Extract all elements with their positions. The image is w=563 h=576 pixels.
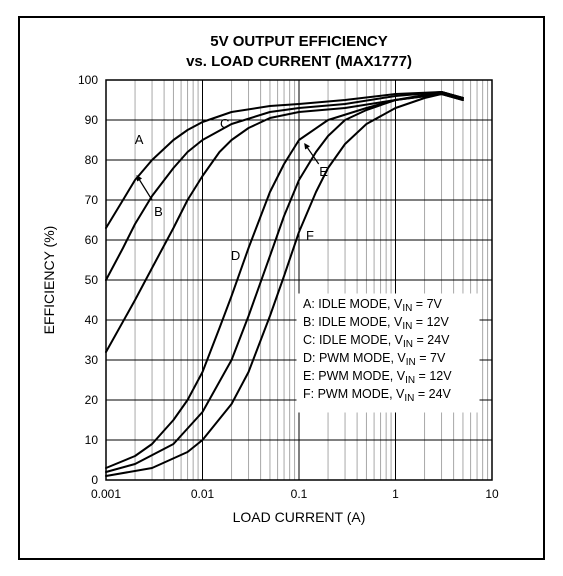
y-tick-label: 80: [85, 153, 99, 167]
series-label-C: C: [220, 116, 229, 131]
y-tick-label: 60: [85, 233, 99, 247]
y-tick-label: 30: [85, 353, 99, 367]
series-arrow-B: [137, 176, 152, 200]
y-tick-label: 20: [85, 393, 99, 407]
chart-title-line2: vs. LOAD CURRENT (MAX1777): [186, 53, 412, 70]
x-tick-label: 0.01: [191, 487, 215, 501]
series-label-B: B: [154, 204, 163, 219]
x-tick-label: 10: [485, 487, 499, 501]
y-tick-label: 0: [91, 473, 98, 487]
y-tick-label: 70: [85, 193, 99, 207]
series-label-E: E: [319, 164, 328, 179]
y-tick-label: 90: [85, 113, 99, 127]
series-label-F: F: [306, 228, 314, 243]
efficiency-chart: 5V OUTPUT EFFICIENCY vs. LOAD CURRENT (MA…: [20, 18, 543, 558]
series-label-A: A: [135, 132, 144, 147]
y-tick-label: 50: [85, 273, 99, 287]
y-tick-label: 100: [78, 73, 98, 87]
x-tick-label: 0.1: [291, 487, 308, 501]
x-tick-label: 0.001: [91, 487, 121, 501]
x-tick-label: 1: [392, 487, 399, 501]
y-tick-label: 40: [85, 313, 99, 327]
y-tick-label: 10: [85, 433, 99, 447]
y-axis-label: EFFICIENCY (%): [41, 226, 57, 335]
series-label-D: D: [231, 248, 240, 263]
figure-frame: 5V OUTPUT EFFICIENCY vs. LOAD CURRENT (MA…: [18, 16, 545, 560]
figure-container: 5V OUTPUT EFFICIENCY vs. LOAD CURRENT (MA…: [0, 0, 563, 576]
x-axis-label: LOAD CURRENT (A): [233, 509, 366, 525]
chart-title-line1: 5V OUTPUT EFFICIENCY: [210, 33, 388, 50]
series-arrow-E: [305, 144, 319, 164]
